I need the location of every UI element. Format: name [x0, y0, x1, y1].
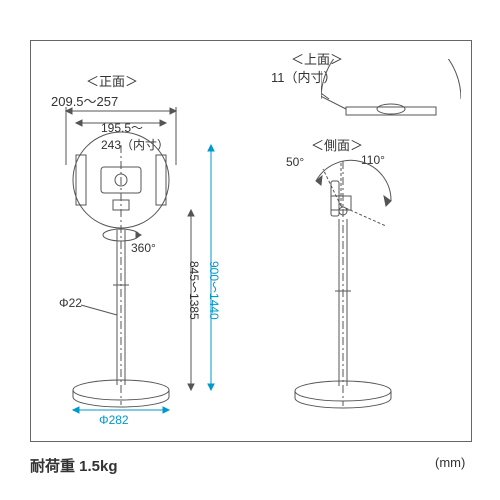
- front-view-label: ＜正面＞: [86, 71, 138, 90]
- top-view-drawing: [321, 59, 461, 129]
- pole-dia-dim: Φ22: [59, 296, 82, 310]
- front-view-drawing: [61, 105, 241, 415]
- load-label: 耐荷重 1.5kg: [30, 455, 118, 476]
- base-dia-dim: Φ282: [99, 413, 129, 427]
- side-view-drawing: [281, 151, 451, 416]
- rotation-dim: 360°: [131, 241, 156, 255]
- diagram-frame: ＜上面＞ 11（内寸） ＜正面＞ 209.5～257 195.5～ 243（内寸…: [30, 40, 472, 442]
- height1-dim: 845～1385: [186, 261, 203, 320]
- unit-label: (mm): [435, 455, 465, 470]
- height2-dim: 900～1440: [206, 261, 223, 320]
